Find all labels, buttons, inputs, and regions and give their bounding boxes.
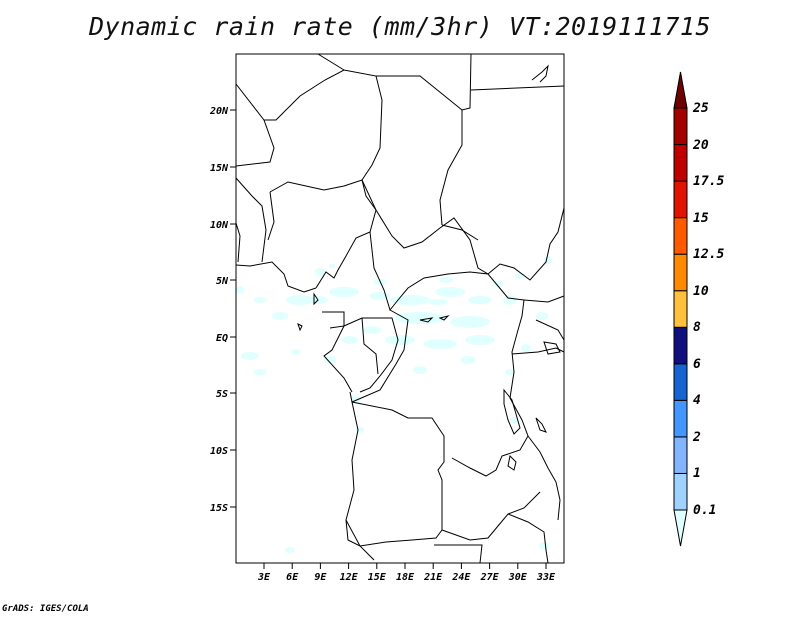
- credit-text: GrADS: IGES/COLA: [2, 604, 89, 614]
- colorbar-label: 2: [693, 429, 701, 445]
- rain-patch: [254, 297, 266, 303]
- colorbar: [673, 71, 688, 547]
- map-title: Dynamic rain rate (mm/3hr) VT:2019111715: [88, 12, 712, 41]
- colorbar-label: 4: [693, 393, 701, 409]
- colorbar-swatch: [673, 472, 688, 511]
- rain-patch: [536, 312, 548, 320]
- colorbar-swatch: [673, 144, 688, 182]
- lat-label-10N: 10N: [210, 220, 229, 231]
- rain-patch: [390, 295, 430, 305]
- lat-label-5S: 5S: [216, 389, 228, 400]
- lat-label-15N: 15N: [210, 163, 229, 174]
- colorbar-swatch: [673, 290, 688, 328]
- lon-label-3E: 3E: [257, 572, 271, 583]
- colorbar-label: 10: [693, 283, 709, 299]
- rain-patch: [363, 326, 381, 334]
- rain-patch: [285, 547, 295, 553]
- lon-label-27E: 27E: [480, 572, 500, 583]
- rain-patch: [465, 335, 495, 345]
- rain-patch: [435, 287, 465, 297]
- colorbar-swatch: [673, 253, 688, 292]
- rain-patch: [286, 295, 314, 305]
- colorbar-swatch: [673, 363, 688, 401]
- colorbar-label: 12.5: [693, 247, 725, 263]
- latitude-axis: 20N 15N 10N 5N EQ 5S 10S 15S: [209, 106, 236, 514]
- lon-label-30E: 30E: [508, 572, 528, 583]
- rain-patches: [236, 256, 552, 553]
- rain-patch: [329, 287, 359, 297]
- colorbar-swatch: [673, 436, 688, 474]
- rain-patch: [236, 286, 244, 294]
- rain-patch: [450, 316, 490, 328]
- rain-patch: [272, 312, 288, 320]
- rain-patch: [468, 296, 492, 304]
- rain-patch: [291, 349, 301, 355]
- rain-patch: [241, 352, 259, 360]
- colorbar-swatch: [673, 217, 688, 255]
- colorbar-label: 20: [693, 137, 709, 153]
- rain-patch: [329, 263, 335, 269]
- colorbar-label: 6: [693, 356, 701, 372]
- rain-patch: [460, 356, 476, 364]
- country-borders: [235, 53, 565, 564]
- colorbar-label: 8: [693, 320, 701, 336]
- lat-label-10S: 10S: [210, 446, 228, 457]
- rain-patch: [423, 339, 457, 349]
- lon-label-15E: 15E: [368, 572, 387, 583]
- rain-patch: [324, 356, 336, 364]
- colorbar-label: 25: [693, 101, 709, 116]
- colorbar-swatch: [673, 180, 688, 219]
- lat-label-20N: 20N: [209, 106, 229, 117]
- colorbar-top-triangle: [673, 71, 688, 109]
- lat-label-EQ: EQ: [216, 333, 228, 344]
- rain-patch: [315, 268, 325, 276]
- lat-label-15S: 15S: [210, 503, 228, 514]
- rain-patch: [539, 542, 549, 550]
- lon-label-18E: 18E: [396, 572, 415, 583]
- rain-patch: [515, 273, 525, 279]
- colorbar-label: 1: [693, 466, 701, 482]
- colorbar-bottom-triangle: [673, 509, 688, 547]
- longitude-axis: 3E 6E 9E 12E 15E 18E 21E 24E 27E 30E 33E: [257, 563, 556, 583]
- colorbar-swatch: [673, 399, 688, 438]
- lon-label-21E: 21E: [423, 572, 443, 583]
- rain-patch: [253, 369, 267, 375]
- colorbar-swatch: [673, 107, 688, 146]
- lon-label-12E: 12E: [340, 572, 359, 583]
- colorbar-label: 17.5: [693, 174, 725, 190]
- rain-patch: [503, 295, 517, 305]
- colorbar-label: 15: [693, 210, 709, 226]
- colorbar-label: 0.1: [693, 503, 717, 518]
- rain-patch: [342, 336, 358, 344]
- lon-label-9E: 9E: [314, 572, 327, 583]
- rain-patch: [521, 344, 531, 352]
- rain-patch: [439, 277, 453, 283]
- rain-patch: [428, 299, 448, 305]
- rain-patch: [385, 335, 415, 345]
- lon-label-24E: 24E: [451, 572, 471, 583]
- rain-patch: [413, 366, 427, 374]
- lon-label-33E: 33E: [536, 572, 556, 583]
- rain-patch: [505, 369, 515, 375]
- map-frame: [235, 53, 565, 564]
- rain-patch: [395, 312, 445, 324]
- rain-patch: [510, 417, 518, 423]
- lat-label-5N: 5N: [216, 276, 229, 287]
- lon-label-6E: 6E: [286, 572, 299, 583]
- colorbar-swatch: [673, 326, 688, 365]
